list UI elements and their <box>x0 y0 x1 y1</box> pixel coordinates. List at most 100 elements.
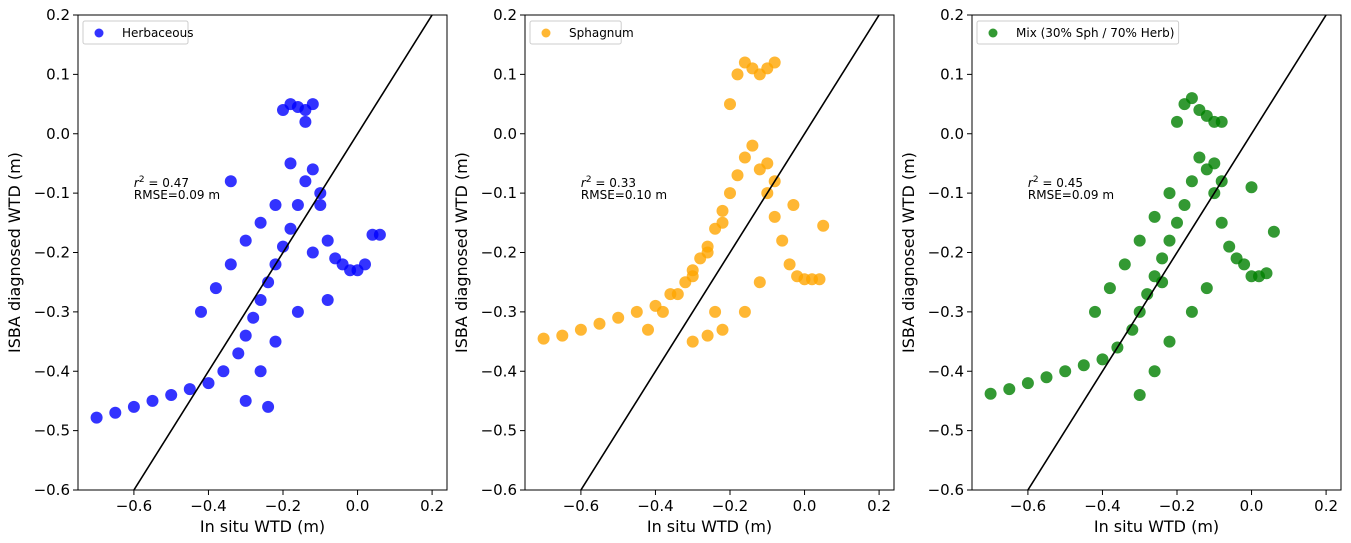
y-tick-label: −0.1 <box>928 184 964 202</box>
data-point <box>306 98 319 111</box>
data-point <box>321 294 334 306</box>
data-point <box>1077 359 1090 372</box>
rmse-annotation: RMSE=0.09 m <box>1028 188 1114 202</box>
data-point <box>127 400 140 413</box>
data-point <box>731 169 744 182</box>
data-point <box>254 294 267 306</box>
data-point <box>1003 383 1016 396</box>
data-point <box>195 305 207 318</box>
data-point <box>1208 157 1221 170</box>
y-tick-label: 0.0 <box>493 125 517 143</box>
data-point <box>746 139 759 152</box>
data-point <box>1215 115 1228 128</box>
y-tick-label: −0.4 <box>34 362 70 380</box>
y-tick-label: −0.4 <box>928 362 964 380</box>
y-tick-label: −0.3 <box>481 303 517 321</box>
data-point <box>277 240 289 253</box>
y-tick-label: 0.1 <box>940 65 964 83</box>
x-tick-label: −0.6 <box>1010 497 1046 515</box>
data-point <box>574 323 587 336</box>
legend: Herbaceous <box>82 20 194 45</box>
data-point <box>1103 282 1116 295</box>
y-tick-label: −0.1 <box>34 184 70 202</box>
data-point <box>701 246 714 259</box>
legend-label: Sphagnum <box>569 26 634 40</box>
data-point <box>768 56 781 69</box>
data-point <box>239 394 252 407</box>
one-to-one-line <box>133 15 433 490</box>
data-point <box>1163 234 1176 247</box>
legend-marker <box>94 28 104 38</box>
data-point <box>299 175 312 188</box>
axes-frame <box>77 14 448 491</box>
one-to-one-line <box>580 15 880 490</box>
data-point <box>1148 210 1161 223</box>
data-point <box>1141 288 1154 301</box>
data-point <box>1059 365 1072 378</box>
y-tick-label: −0.5 <box>481 422 517 440</box>
legend: Sphagnum <box>529 20 634 45</box>
data-point <box>165 389 178 401</box>
panel-3: −0.6 −0.4 −0.2 0.0 0.2 −0.6 −0.5 −0.4 −0.3 −0.2 −0… <box>899 6 1342 536</box>
data-point <box>1133 389 1146 401</box>
data-point <box>299 115 312 128</box>
data-point <box>314 199 327 211</box>
data-point <box>1096 353 1109 366</box>
data-point <box>761 157 774 170</box>
data-point <box>709 305 722 318</box>
data-point <box>1267 225 1280 238</box>
data-point <box>724 98 736 111</box>
data-point <box>284 222 297 235</box>
y-tick-label: 0.1 <box>46 65 70 83</box>
x-tick-label: −0.4 <box>190 497 226 515</box>
y-tick-label: −0.3 <box>928 303 964 321</box>
y-tick-label: 0.0 <box>940 125 964 143</box>
data-point <box>537 332 550 345</box>
data-point <box>306 246 319 259</box>
data-point <box>254 216 267 229</box>
data-point <box>269 199 282 211</box>
data-point <box>1193 151 1206 164</box>
y-tick-label: −0.2 <box>928 244 964 262</box>
data-point <box>787 199 800 211</box>
data-point <box>1021 377 1034 390</box>
data-point <box>232 347 245 360</box>
x-tick-label: −0.4 <box>637 497 673 515</box>
data-point <box>1118 258 1131 271</box>
y-tick-label: −0.6 <box>481 481 517 499</box>
y-tick-label: −0.3 <box>34 303 70 321</box>
data-point <box>284 157 297 170</box>
data-point <box>813 273 826 286</box>
y-tick-label: −0.4 <box>481 362 517 380</box>
data-point <box>183 383 196 396</box>
legend-marker <box>988 28 998 38</box>
x-axis-label: In situ WTD (m) <box>200 517 325 536</box>
x-axis-label: In situ WTD (m) <box>1094 517 1219 536</box>
data-point <box>269 335 282 348</box>
x-axis-label: In situ WTD (m) <box>647 517 772 536</box>
panel-2: −0.6 −0.4 −0.2 0.0 0.2 −0.6 −0.5 −0.4 −0.3 −0.2 −0… <box>452 6 895 536</box>
data-point <box>239 234 252 247</box>
x-tick-label: −0.2 <box>265 497 301 515</box>
legend-label: Herbaceous <box>122 26 194 40</box>
data-point <box>556 329 569 342</box>
x-tick-label: 0.2 <box>420 497 444 515</box>
legend-marker <box>541 28 551 38</box>
data-point <box>291 305 304 318</box>
data-point <box>686 270 699 283</box>
r2-annotation: r2 = 0.33 <box>581 175 636 190</box>
scatter-points <box>90 98 386 424</box>
data-point <box>671 288 684 301</box>
data-point <box>1185 305 1198 318</box>
data-point <box>247 311 260 324</box>
legend: Mix (30% Sph / 70% Herb) <box>976 20 1180 45</box>
y-axis-label: ISBA diagnosed WTD (m) <box>452 152 471 353</box>
data-point <box>1260 267 1273 280</box>
data-point <box>776 234 789 247</box>
data-point <box>716 323 729 336</box>
x-tick-label: 0.2 <box>1314 497 1338 515</box>
data-point <box>817 219 830 232</box>
data-point <box>1178 199 1191 211</box>
